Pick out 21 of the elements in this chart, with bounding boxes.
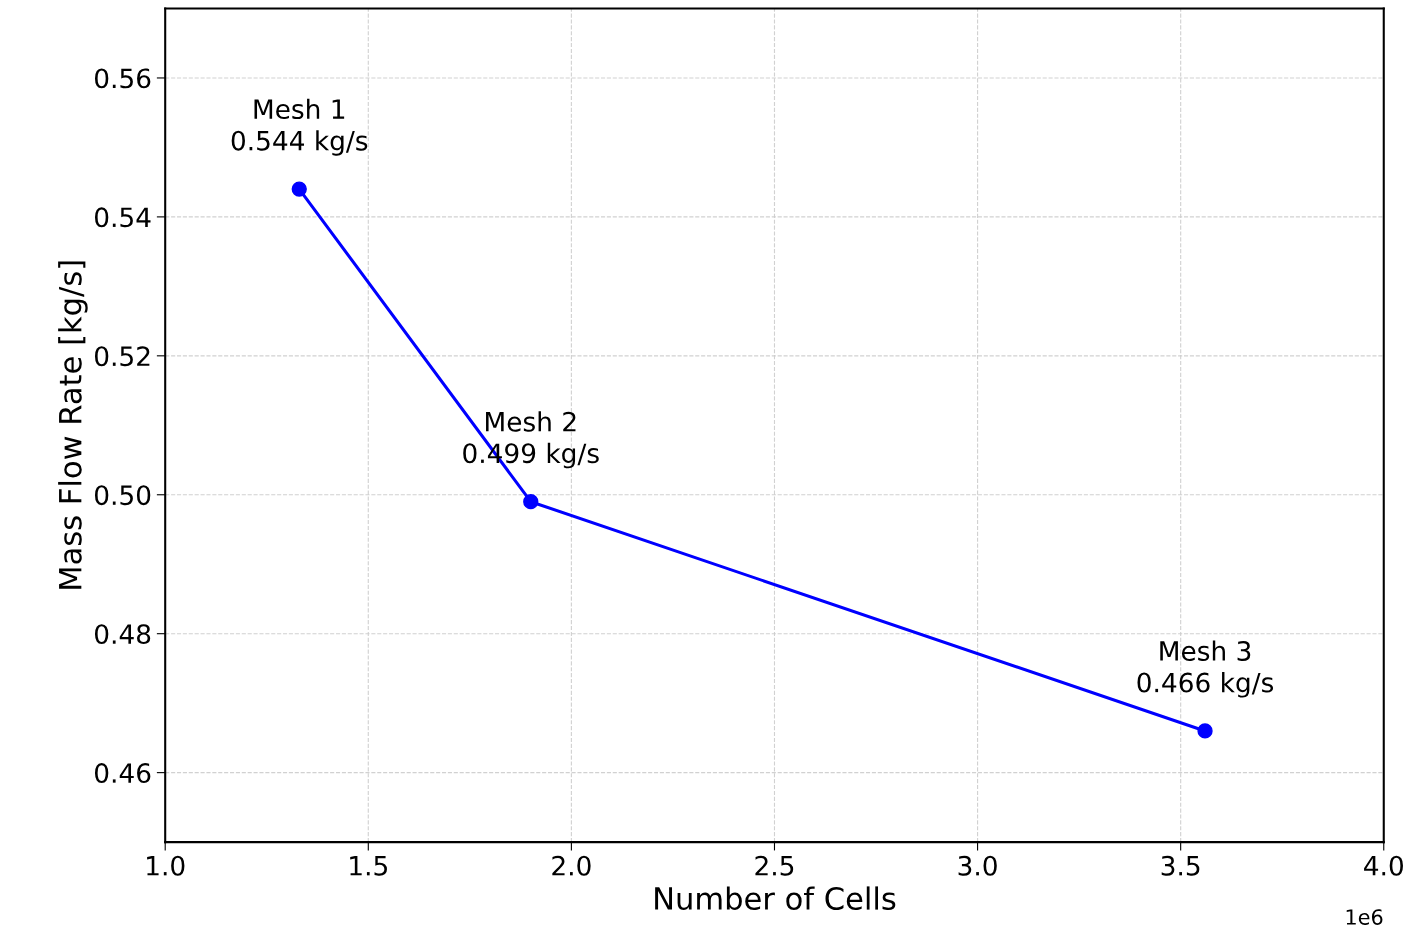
point [523,494,539,510]
point [291,181,307,197]
x-axis-title: Number of Cells [655,886,896,911]
x-tick-label: 4.0 [1364,855,1403,876]
y-axis-title: Mass Flow Rate [kg/s] [58,261,88,589]
y-tick-label: 0.50 [94,485,151,506]
x-tick-label: 1.5 [350,856,387,876]
x-tick-label: 2.5 [755,855,794,876]
x-tick-label: 3.0 [958,855,997,876]
x-tick-label: 3.5 [1161,855,1200,876]
y-tick-label: 0.52 [94,346,150,367]
y-tick-label: 0.48 [94,624,151,645]
y-tick-label: 0.46 [94,763,151,784]
annotation: Mesh 3 0.466 kg/s [1137,640,1274,698]
x-tick-label: 2.0 [552,855,591,876]
annotation: Mesh 1 0.544 kg/s [231,98,368,156]
y-tick-label: 0.54 [94,207,151,228]
point [1197,723,1213,739]
text: 1e6 [1346,909,1383,925]
y-tick-label: 0.56 [94,68,151,89]
x-tick-label: 1.0 [147,855,185,876]
